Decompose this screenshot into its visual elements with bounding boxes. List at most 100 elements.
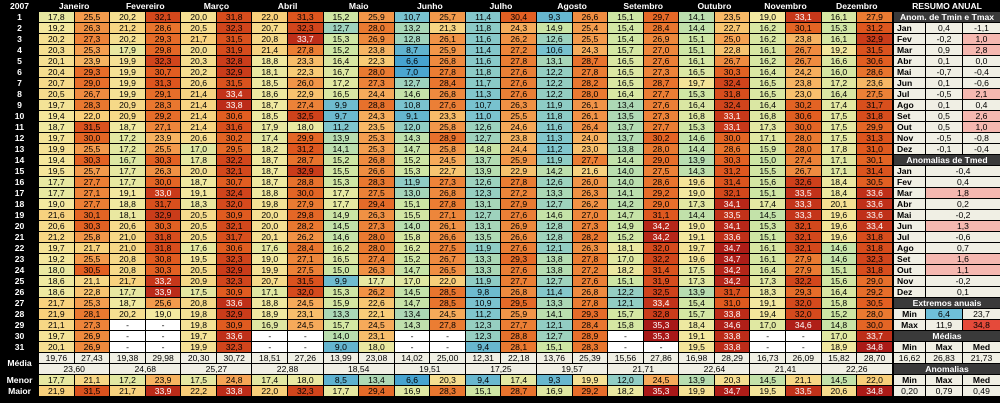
tmax-cell: 27,3 — [358, 220, 395, 232]
tmax-cell: 30,2 — [785, 99, 822, 111]
maior-tmax: 29,2 — [571, 385, 609, 397]
tmax-cell: 23,5 — [358, 121, 395, 133]
tmin-cell: 20,8 — [180, 297, 217, 309]
tmax-cell: 31,5 — [215, 33, 253, 45]
tmax-cell: 22,7 — [713, 22, 751, 34]
tmin-cell: 17,1 — [749, 132, 787, 144]
tmax-cell: 30,2 — [642, 132, 680, 144]
tmin-cell: 12,7 — [536, 330, 573, 342]
tmin-cell: 11,9 — [536, 154, 573, 166]
tmax-cell: 28,0 — [856, 308, 893, 320]
tmin-cell: 12,1 — [536, 319, 573, 331]
tmed-month: Set — [893, 253, 926, 265]
tmax-cell: 23,0 — [571, 143, 609, 155]
tmin-cell: 13,8 — [607, 143, 644, 155]
tmin-cell: 15,2 — [393, 253, 431, 265]
month-header-julho: Julho — [464, 0, 538, 12]
tmax-cell: 25,8 — [429, 143, 466, 155]
menor-tmin: 9,4 — [464, 374, 502, 386]
tmax-cell: 26,3 — [571, 242, 609, 254]
tmin-cell: 18,9 — [820, 341, 858, 353]
menor-tmin: 17,2 — [109, 374, 146, 386]
media-tmed: 23,60 — [38, 363, 111, 375]
anomalias-title-row: Anomalias — [893, 363, 1000, 375]
tmax-cell: - — [144, 341, 182, 353]
anom-tmin: -0,7 — [925, 66, 963, 78]
tmed-row: Mai -0,2 — [893, 209, 1000, 221]
month-header-março: Março — [180, 0, 253, 12]
maior-row: Maior 21,9 31,5 21,7 33,9 22,2 33,8 22,0 32,3 17,… — [0, 385, 893, 397]
tmax-cell: 26,2 — [287, 231, 324, 243]
media-tmin: 13,76 — [536, 352, 573, 364]
tmin-cell: 17,6 — [180, 242, 217, 254]
tmax-cell: 22,0 — [73, 110, 111, 122]
tmin-cell: 14,1 — [536, 308, 573, 320]
tmin-cell: 20,5 — [180, 220, 217, 232]
anomalias-header: Max — [925, 374, 963, 386]
tmax-cell: 31,8 — [144, 242, 182, 254]
tmin-cell: 15,3 — [749, 220, 787, 232]
tmin-cell: 12,2 — [536, 88, 573, 100]
tmax-cell: 30,6 — [215, 110, 253, 122]
tmin-cell: 20,9 — [109, 99, 146, 111]
tmax-cell: 23,6 — [856, 77, 893, 89]
tmin-cell: 13,0 — [393, 187, 431, 199]
tmax-cell: 34,2 — [642, 231, 680, 243]
tmax-cell: 27,9 — [500, 198, 538, 210]
tmin-cell: 22,0 — [251, 11, 289, 23]
tmax-cell: 25,5 — [500, 110, 538, 122]
tmax-cell: 28,6 — [642, 176, 680, 188]
media-tmin: 19,38 — [109, 352, 146, 364]
tmax-cell: 31,6 — [215, 121, 253, 133]
tmax-cell: 32,1 — [713, 187, 751, 199]
tmin-cell: 17,0 — [607, 253, 644, 265]
ext-title-row: Extremos anuais — [893, 297, 1000, 309]
tmin-cell: 15,2 — [322, 11, 360, 23]
menor-tmin: 6,6 — [393, 374, 431, 386]
tmax-cell: 28,8 — [358, 99, 395, 111]
tmax-cell: 27,6 — [500, 209, 538, 221]
tmin-cell: 14,6 — [820, 242, 858, 254]
tmed-row: Fev 0,4 — [893, 176, 1000, 188]
tmax-cell: 17,7 — [358, 275, 395, 287]
tmax-cell: 31,3 — [856, 132, 893, 144]
tmin-cell: 20,2 — [109, 308, 146, 320]
day-number: 18 — [0, 198, 40, 210]
tmin-cell: 13,9 — [322, 132, 360, 144]
tmin-cell: 21,2 — [109, 22, 146, 34]
tmax-cell: 32,3 — [856, 253, 893, 265]
menor-tmin: 17,5 — [180, 374, 217, 386]
anom-row: Jan 0,4 -1,1 — [893, 22, 1000, 34]
tmax-cell: 23,5 — [713, 11, 751, 23]
tmed-month: Jun — [893, 220, 926, 232]
tmax-cell: 30,4 — [500, 11, 538, 23]
tmin-cell: 10,7 — [464, 99, 502, 111]
tmin-cell: 19,9 — [180, 341, 217, 353]
tmin-cell: 13,5 — [464, 231, 502, 243]
tmin-cell: 11,9 — [393, 176, 431, 188]
tmax-cell: 28,9 — [429, 132, 466, 144]
tmin-cell: 15,6 — [820, 275, 858, 287]
tmin-cell: 14,3 — [393, 319, 431, 331]
tmin-cell: - — [251, 341, 289, 353]
tmax-cell: 29,4 — [358, 198, 395, 210]
tmax-cell: 30,0 — [287, 187, 324, 199]
media-tmax: 27,26 — [287, 352, 324, 364]
tmax-cell: 27,1 — [429, 209, 466, 221]
tmax-cell: 29,1 — [144, 88, 182, 100]
media-tmax: 23,08 — [358, 352, 395, 364]
tmin-cell: 12,7 — [464, 209, 502, 221]
anom-tmin: 0,4 — [925, 22, 963, 34]
tmax-cell: 27,3 — [73, 33, 111, 45]
tmin-cell: 20,5 — [38, 88, 75, 100]
tmax-cell: 26,6 — [500, 231, 538, 243]
tmin-cell: 15,1 — [607, 11, 644, 23]
tmin-cell: 14,0 — [607, 165, 644, 177]
tmin-cell: 14,6 — [536, 209, 573, 221]
tmin-cell: 7,0 — [393, 66, 431, 78]
tmax-cell: 25,8 — [73, 231, 111, 243]
tmax-cell: 28,0 — [785, 143, 822, 155]
tmin-cell: 18,5 — [251, 77, 289, 89]
tmax-cell: 27,3 — [429, 176, 466, 188]
tmax-cell: 27,8 — [571, 297, 609, 309]
